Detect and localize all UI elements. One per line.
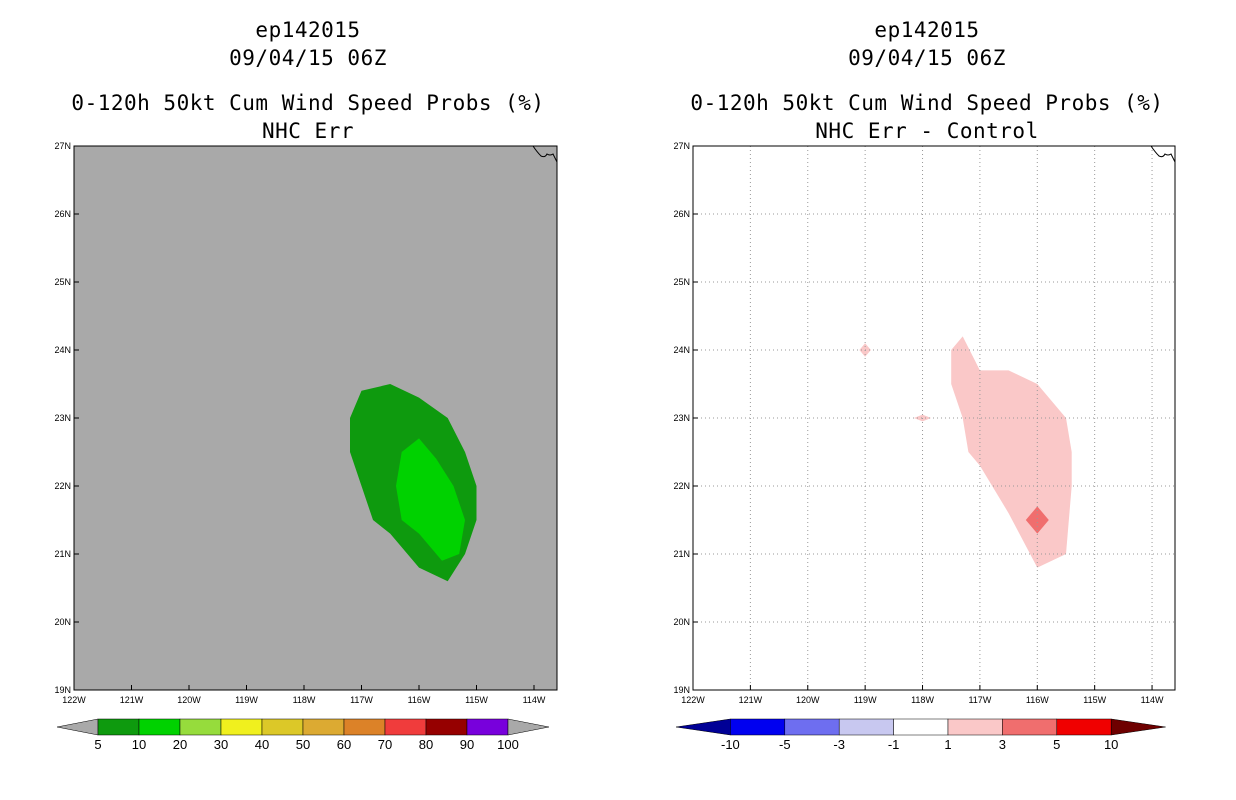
plot-frame — [692, 145, 1176, 691]
y-tick-label: 25N — [673, 277, 690, 287]
colorbar-above-arrow — [507, 718, 550, 736]
x-tick-label: 122W — [62, 695, 86, 705]
y-tick-label: 23N — [673, 413, 690, 423]
colorbar-label: 10 — [1104, 737, 1118, 752]
colorbar-label: 50 — [296, 737, 310, 752]
colorbar-swatch — [343, 718, 386, 736]
colorbar-swatch — [947, 718, 1003, 736]
x-tick-label: 114W — [523, 695, 546, 705]
panel-title-right: NHC Err - Control — [815, 119, 1039, 143]
colorbar-swatch — [220, 718, 263, 736]
panel-title-left: NHC Err — [261, 119, 354, 143]
colorbar-swatch — [1002, 718, 1058, 736]
colorbar-label: -1 — [888, 737, 900, 752]
colorbar-label: 1 — [944, 737, 951, 752]
x-tick-label: 120W — [177, 695, 201, 705]
y-tick-label: 23N — [54, 413, 71, 423]
colorbar-above-arrow — [1110, 718, 1166, 736]
colorbar-label: 5 — [94, 737, 101, 752]
colorbar-below-arrow — [56, 718, 99, 736]
colorbar-swatch — [730, 718, 786, 736]
colorbar-swatch — [838, 718, 894, 736]
coastline — [532, 145, 558, 163]
y-tick-label: 25N — [54, 277, 71, 287]
colorbar-label: -3 — [833, 737, 845, 752]
colorbar-2: -10 -5 -3 -1 1 3 5 10 — [675, 718, 1166, 752]
x-tick-label: 121W — [739, 695, 763, 705]
map-panel-2: 122W 121W 120W 119W 118W 117W 116W 115W 114W 19N 2… — [673, 141, 1176, 705]
colorbar-label: 20 — [173, 737, 187, 752]
colorbar-label: 30 — [214, 737, 228, 752]
colorbar-swatch — [784, 718, 840, 736]
x-tick-label: 119W — [235, 695, 258, 705]
colorbar-label: 80 — [419, 737, 433, 752]
map-panel-1: 122W 121W 120W 119W 118W 117W 116W 115W 114W 19N 2… — [54, 141, 558, 705]
contour-10-20-1 — [396, 438, 465, 561]
variable-title-left: 0-120h 50kt Cum Wind Speed Probs (%) — [71, 91, 545, 115]
colorbar-label: 60 — [337, 737, 351, 752]
storm-id-left: ep142015 — [255, 18, 361, 42]
colorbar-swatch — [893, 718, 949, 736]
colorbar-label: 3 — [999, 737, 1006, 752]
y-tick-label: 24N — [54, 345, 71, 355]
y-tick-label: 20N — [673, 617, 690, 627]
date-left: 09/04/15 06Z — [229, 46, 387, 70]
y-tick-label: 19N — [54, 685, 71, 695]
colorbar-swatch — [97, 718, 140, 736]
x-tick-label: 117W — [968, 695, 991, 705]
x-tick-label: 118W — [293, 695, 316, 705]
y-tick-label: 21N — [673, 549, 690, 559]
date-right: 09/04/15 06Z — [848, 46, 1006, 70]
y-tick-label: 26N — [673, 209, 690, 219]
y-tick-label: 27N — [673, 141, 690, 151]
coastline — [1150, 145, 1176, 163]
colorbar-label: 90 — [460, 737, 474, 752]
y-tick-label: 27N — [54, 141, 71, 151]
colorbar-label: 70 — [378, 737, 392, 752]
contour-1-3-0 — [951, 336, 1072, 568]
colorbar-swatch — [1056, 718, 1112, 736]
contour-3-5-3 — [1025, 506, 1049, 534]
variable-title-right: 0-120h 50kt Cum Wind Speed Probs (%) — [690, 91, 1164, 115]
x-tick-label: 118W — [911, 695, 934, 705]
storm-id-right: ep142015 — [874, 18, 980, 42]
colorbar-label: 100 — [497, 737, 519, 752]
x-tick-label: 122W — [681, 695, 705, 705]
colorbar-swatch — [138, 718, 181, 736]
y-tick-label: 24N — [673, 345, 690, 355]
y-tick-label: 21N — [54, 549, 71, 559]
x-tick-label: 115W — [1083, 695, 1106, 705]
colorbar-label: 10 — [132, 737, 146, 752]
colorbar-swatch — [302, 718, 345, 736]
y-tick-label: 22N — [54, 481, 71, 491]
colorbar-swatch — [179, 718, 222, 736]
x-tick-label: 120W — [796, 695, 820, 705]
y-tick-label: 20N — [54, 617, 71, 627]
x-tick-label: 117W — [350, 695, 373, 705]
colorbar-1: 5 10 20 30 40 50 60 70 80 90 100 — [56, 718, 550, 752]
colorbar-swatch — [425, 718, 468, 736]
colorbar-swatch — [384, 718, 427, 736]
x-tick-label: 121W — [120, 695, 144, 705]
plot-frame — [73, 145, 558, 691]
colorbar-swatch — [466, 718, 509, 736]
colorbar-label: -10 — [721, 737, 740, 752]
colorbar-label: 5 — [1053, 737, 1060, 752]
y-tick-label: 26N — [54, 209, 71, 219]
colorbar-below-arrow — [675, 718, 731, 736]
x-tick-label: 116W — [1026, 695, 1049, 705]
y-tick-label: 22N — [673, 481, 690, 491]
x-tick-label: 119W — [854, 695, 877, 705]
colorbar-label: -5 — [779, 737, 791, 752]
colorbar-label: 40 — [255, 737, 269, 752]
plot-background — [74, 146, 557, 690]
x-tick-label: 116W — [408, 695, 431, 705]
x-tick-label: 115W — [465, 695, 488, 705]
colorbar-swatch — [261, 718, 304, 736]
x-tick-label: 114W — [1141, 695, 1164, 705]
y-tick-label: 19N — [673, 685, 690, 695]
